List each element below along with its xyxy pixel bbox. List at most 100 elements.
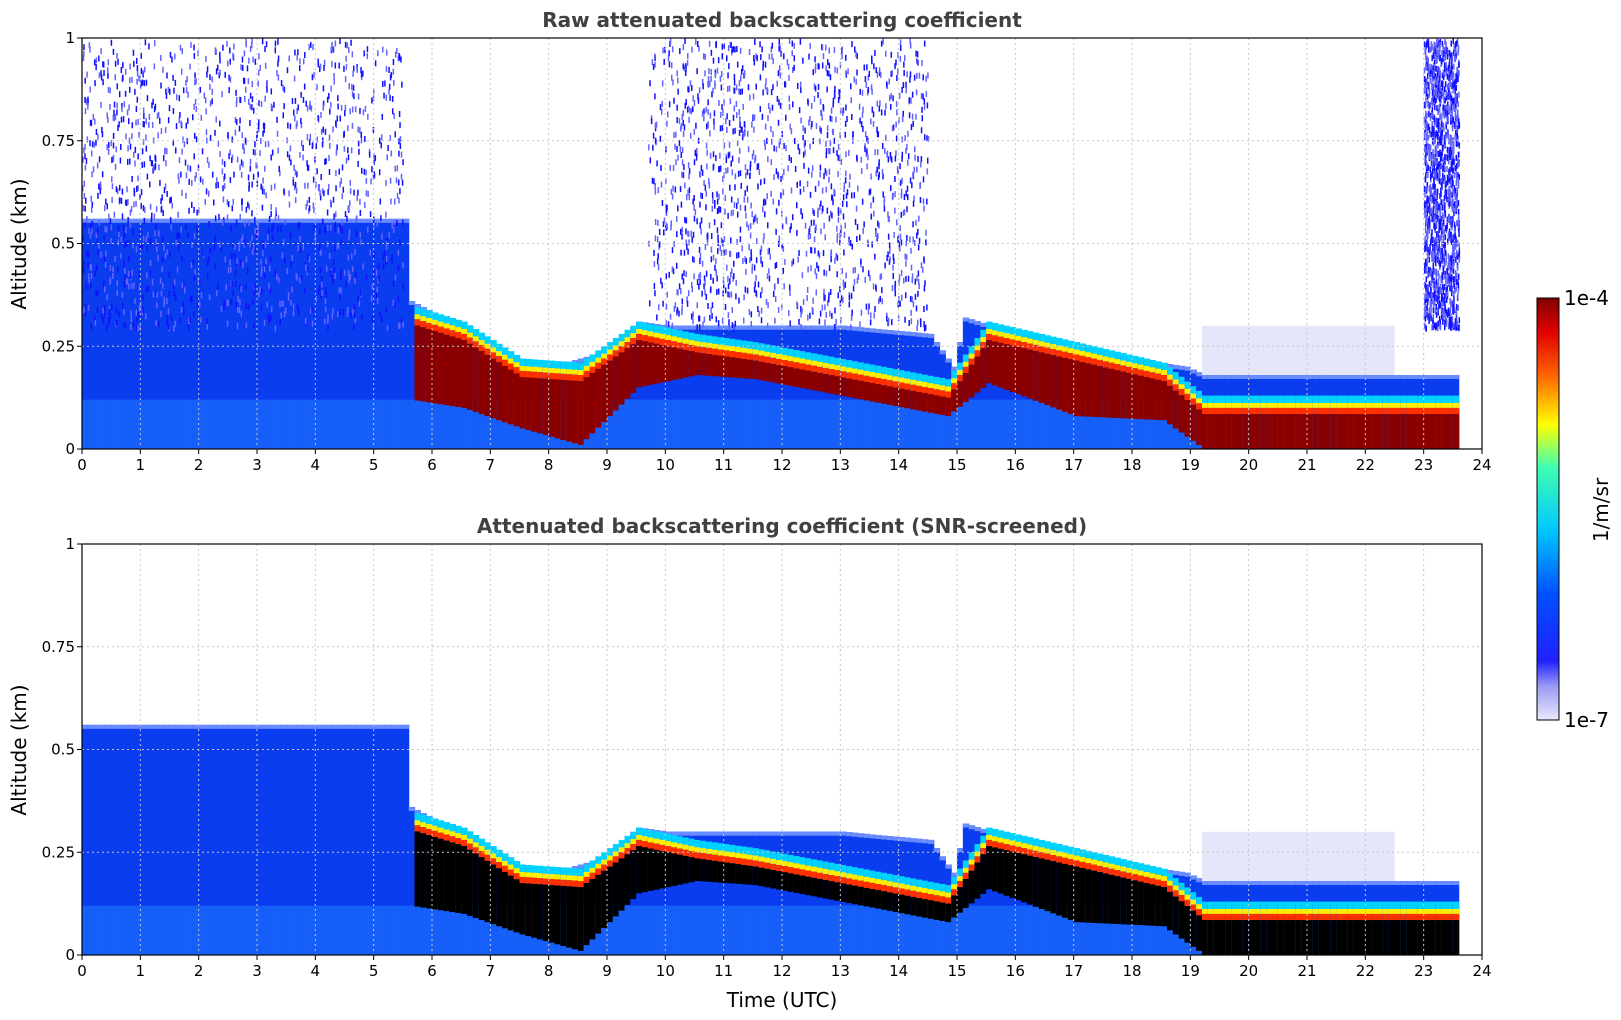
noise-speck <box>820 228 822 235</box>
noise-speck <box>192 259 195 266</box>
noise-speck <box>702 53 705 60</box>
layer-core <box>1067 359 1075 414</box>
layer-yellow <box>1307 402 1314 408</box>
noise-speck <box>1424 315 1427 322</box>
noise-speck <box>1432 210 1435 217</box>
noise-speck <box>901 86 903 93</box>
noise-speck <box>687 189 689 196</box>
noise-speck <box>122 74 124 81</box>
noise-speck <box>848 149 850 156</box>
noise-speck <box>769 253 771 260</box>
noise-speck <box>727 152 730 159</box>
noise-speck <box>382 81 384 88</box>
noise-speck <box>240 64 242 71</box>
noise-speck <box>386 238 389 245</box>
bl-top-edge <box>1196 372 1203 377</box>
noise-speck <box>837 143 840 150</box>
noise-speck <box>123 260 125 267</box>
bl-lower <box>916 399 923 449</box>
noise-speck <box>772 131 774 138</box>
noise-speck <box>140 52 142 59</box>
noise-speck <box>796 229 798 236</box>
noise-speck <box>1450 149 1453 156</box>
noise-speck <box>101 171 104 178</box>
bl-column <box>321 218 328 449</box>
layer-yellow <box>1085 352 1092 358</box>
noise-speck <box>831 212 833 219</box>
bl-top-edge <box>1412 375 1419 380</box>
layer-yellow <box>892 376 900 382</box>
noise-speck <box>375 269 378 276</box>
noise-speck <box>96 228 99 235</box>
layer-core <box>1260 414 1267 449</box>
layer-cyan <box>1021 329 1028 343</box>
bl-lower <box>262 399 270 449</box>
noise-speck <box>260 259 262 266</box>
noise-speck <box>118 184 121 191</box>
noise-speck <box>146 272 148 279</box>
noise-speck <box>264 165 266 172</box>
layer-yellow <box>1417 402 1425 408</box>
noise-speck <box>354 312 356 319</box>
noise-speck <box>351 51 354 58</box>
layer-red <box>630 338 637 345</box>
bl-lower <box>303 399 311 449</box>
layer-yellow <box>1027 338 1034 344</box>
noise-speck <box>294 169 297 176</box>
bl-lower <box>1079 399 1086 449</box>
noise-speck <box>916 324 918 331</box>
noise-speck <box>236 96 238 103</box>
noise-speck <box>891 194 894 201</box>
noise-speck <box>278 165 280 172</box>
noise-speck <box>873 210 875 217</box>
noise-speck <box>746 185 749 192</box>
noise-speck <box>1453 121 1456 128</box>
noise-speck <box>109 103 111 110</box>
noise-speck <box>1454 92 1457 99</box>
noise-speck <box>848 239 850 246</box>
noise-speck <box>783 142 785 149</box>
noise-speck <box>1453 185 1456 192</box>
noise-speck <box>277 60 279 67</box>
noise-speck <box>155 238 157 245</box>
noise-speck <box>209 134 212 141</box>
noise-speck <box>1453 295 1455 302</box>
noise-speck <box>143 161 146 168</box>
noise-speck <box>298 65 301 72</box>
noise-speck <box>205 188 208 195</box>
noise-speck <box>732 209 734 216</box>
bl-top-edge <box>175 218 182 223</box>
noise-speck <box>206 272 209 279</box>
layer-red <box>449 330 456 337</box>
layer-core <box>478 351 486 415</box>
noise-speck <box>881 287 883 294</box>
bl-top-edge <box>671 325 678 330</box>
noise-speck <box>701 110 704 117</box>
noise-speck <box>788 154 791 161</box>
noise-speck <box>1449 118 1452 125</box>
noise-speck <box>810 102 813 109</box>
layer-yellow <box>507 358 515 364</box>
noise-speck <box>241 205 243 212</box>
layer-red <box>653 337 661 344</box>
noise-speck <box>120 67 123 74</box>
noise-speck <box>825 170 828 177</box>
noise-speck <box>104 286 106 293</box>
noise-speck <box>213 243 216 250</box>
noise-speck <box>1432 324 1434 331</box>
bl-column <box>741 325 748 449</box>
noise-speck <box>307 266 309 273</box>
layer-core <box>1149 378 1156 420</box>
noise-speck <box>691 236 693 243</box>
layer-cyan <box>887 367 894 381</box>
noise-speck <box>151 160 154 167</box>
noise-speck <box>172 74 174 81</box>
noise-speck <box>1427 291 1429 298</box>
noise-speck <box>654 137 657 144</box>
noise-speck <box>219 69 221 76</box>
noise-speck <box>280 312 283 319</box>
noise-speck <box>826 70 829 77</box>
noise-speck <box>688 194 691 201</box>
layer-yellow <box>496 351 503 357</box>
noise-speck <box>93 59 96 66</box>
